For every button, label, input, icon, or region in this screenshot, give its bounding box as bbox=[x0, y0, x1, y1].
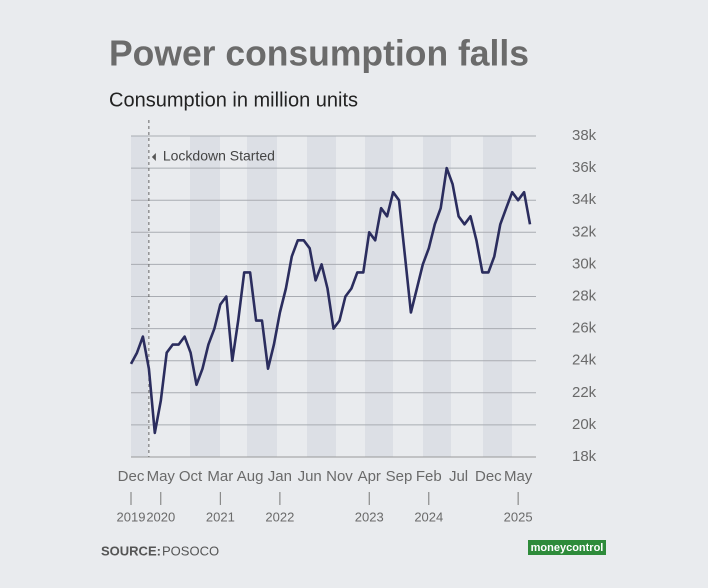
year-label: 2023 bbox=[355, 509, 384, 524]
y-tick-label: 30k bbox=[572, 255, 597, 272]
brand-box bbox=[528, 540, 606, 555]
y-tick-label: 26k bbox=[572, 320, 597, 337]
y-tick-label: 24k bbox=[572, 352, 597, 369]
x-tick-label: Oct bbox=[179, 468, 203, 485]
source-label: SOURCE: bbox=[101, 543, 161, 558]
annotation-arrow bbox=[151, 153, 156, 161]
x-tick-label: Mar bbox=[207, 468, 233, 485]
y-tick-label: 22k bbox=[572, 384, 597, 401]
brand: moneycontrol bbox=[531, 542, 604, 554]
annotation-text: Lockdown Started bbox=[163, 148, 275, 164]
x-tick-label: Dec bbox=[118, 468, 145, 485]
x-tick-label: Apr bbox=[358, 468, 381, 485]
x-tick-label: Feb bbox=[416, 468, 442, 485]
year-label: 2025 bbox=[504, 509, 533, 524]
x-tick-label: Aug bbox=[237, 468, 264, 485]
year-label: 2019 bbox=[117, 509, 146, 524]
y-tick-label: 20k bbox=[572, 416, 597, 433]
x-tick-label: Jun bbox=[298, 468, 322, 485]
chart-subtitle: Consumption in million units bbox=[109, 89, 358, 111]
year-label: 2021 bbox=[206, 509, 235, 524]
x-tick-label: Sep bbox=[386, 468, 413, 485]
source: POSOCO bbox=[162, 543, 219, 558]
y-tick-label: 38k bbox=[572, 127, 597, 144]
chart-title: Power consumption falls bbox=[109, 33, 529, 74]
x-tick-label: May bbox=[147, 468, 176, 485]
y-tick-label: 34k bbox=[572, 191, 597, 208]
x-tick-label: Nov bbox=[326, 468, 353, 485]
y-tick-label: 32k bbox=[572, 223, 597, 240]
x-tick-label: Dec bbox=[475, 468, 502, 485]
year-label: 2024 bbox=[414, 509, 443, 524]
line-series bbox=[129, 166, 532, 435]
x-tick-label: Jan bbox=[268, 468, 292, 485]
y-tick-label: 36k bbox=[572, 159, 597, 176]
y-tick-label: 28k bbox=[572, 287, 597, 304]
x-tick-label: May bbox=[504, 468, 533, 485]
year-label: 2022 bbox=[265, 509, 294, 524]
year-label: 2020 bbox=[146, 509, 175, 524]
y-tick-label: 18k bbox=[572, 448, 597, 465]
x-tick-label: Jul bbox=[449, 468, 468, 485]
